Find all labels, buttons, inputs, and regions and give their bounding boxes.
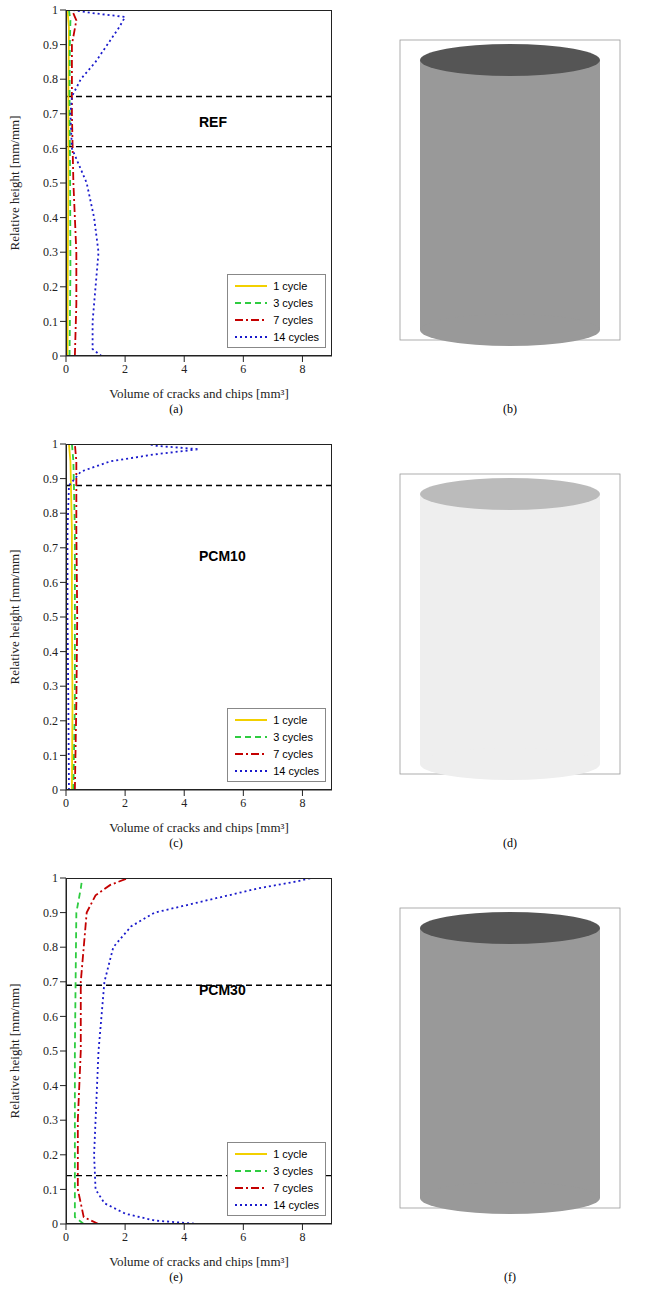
html-text:14 cycles: 14 cycles: [273, 1198, 319, 1211]
html-text:1 cycle: 1 cycle: [273, 279, 308, 292]
svg-text:0.9: 0.9: [43, 472, 58, 486]
svg-text:0.4: 0.4: [43, 211, 58, 225]
svg-text:Volume of cracks and chips [mm: Volume of cracks and chips [mm³]: [109, 820, 288, 834]
svg-text:Relative height [mm/mm]: Relative height [mm/mm]: [7, 549, 22, 684]
html-text:(e): (e): [169, 1270, 183, 1284]
svg-text:8: 8: [299, 796, 305, 810]
svg-text:4: 4: [181, 796, 187, 810]
html-text:PCM30: PCM30: [199, 981, 246, 998]
svg-text:0: 0: [52, 1217, 58, 1231]
svg-text:Volume of cracks and chips [mm: Volume of cracks and chips [mm³]: [109, 1254, 288, 1268]
svg-text:0.2: 0.2: [43, 280, 58, 294]
html-text:14 cycles: 14 cycles: [273, 764, 319, 777]
svg-text:1: 1: [52, 871, 58, 885]
svg-text:0.1: 0.1: [43, 315, 58, 329]
svg-text:6: 6: [240, 1230, 246, 1244]
svg-text:0.5: 0.5: [43, 610, 58, 624]
svg-text:Relative height [mm/mm]: Relative height [mm/mm]: [7, 115, 22, 250]
svg-text:0.6: 0.6: [43, 142, 58, 156]
svg-text:0: 0: [63, 796, 69, 810]
html-text:7 cycles: 7 cycles: [273, 1181, 313, 1194]
html-text:1 cycle: 1 cycle: [273, 713, 308, 726]
svg-text:0: 0: [63, 1230, 69, 1244]
svg-text:0.9: 0.9: [43, 38, 58, 52]
svg-text:Volume of cracks and chips [mm: Volume of cracks and chips [mm³]: [109, 386, 288, 400]
svg-text:0.3: 0.3: [43, 245, 58, 259]
svg-text:0.8: 0.8: [43, 72, 58, 86]
html-text:(c): (c): [169, 836, 183, 850]
svg-text:0.9: 0.9: [43, 906, 58, 920]
svg-text:0.3: 0.3: [43, 1113, 58, 1127]
svg-text:0.5: 0.5: [43, 1044, 58, 1058]
svg-text:8: 8: [299, 362, 305, 376]
svg-text:0.1: 0.1: [43, 749, 58, 763]
svg-text:Relative height [mm/mm]: Relative height [mm/mm]: [7, 983, 22, 1118]
svg-text:4: 4: [181, 362, 187, 376]
svg-text:0: 0: [63, 362, 69, 376]
svg-text:0.7: 0.7: [43, 541, 58, 555]
svg-text:2: 2: [122, 1230, 128, 1244]
svg-text:0.3: 0.3: [43, 679, 58, 693]
svg-text:0.2: 0.2: [43, 714, 58, 728]
svg-text:0.4: 0.4: [43, 645, 58, 659]
html-text:(f): (f): [504, 1270, 516, 1284]
html-text:7 cycles: 7 cycles: [273, 747, 313, 760]
svg-text:0.5: 0.5: [43, 176, 58, 190]
svg-text:0: 0: [52, 349, 58, 363]
svg-text:1: 1: [52, 437, 58, 451]
html-text:3 cycles: 3 cycles: [273, 730, 313, 743]
svg-text:0.6: 0.6: [43, 576, 58, 590]
svg-text:0.4: 0.4: [43, 1079, 58, 1093]
svg-text:4: 4: [181, 1230, 187, 1244]
svg-text:6: 6: [240, 362, 246, 376]
html-text:1 cycle: 1 cycle: [273, 1147, 308, 1160]
html-text:(d): (d): [503, 836, 517, 850]
svg-text:8: 8: [299, 1230, 305, 1244]
html-text:(b): (b): [503, 402, 517, 416]
svg-text:1: 1: [52, 3, 58, 17]
html-text:14 cycles: 14 cycles: [273, 330, 319, 343]
svg-text:2: 2: [122, 796, 128, 810]
svg-text:0: 0: [52, 783, 58, 797]
html-text:REF: REF: [199, 113, 227, 130]
svg-text:0.1: 0.1: [43, 1183, 58, 1197]
svg-text:0.8: 0.8: [43, 506, 58, 520]
svg-text:6: 6: [240, 796, 246, 810]
html-text:(a): (a): [169, 402, 183, 416]
svg-text:0.2: 0.2: [43, 1148, 58, 1162]
svg-text:2: 2: [122, 362, 128, 376]
html-text:3 cycles: 3 cycles: [273, 1164, 313, 1177]
svg-text:0.8: 0.8: [43, 940, 58, 954]
html-text:PCM10: PCM10: [199, 547, 246, 564]
html-text:3 cycles: 3 cycles: [273, 296, 313, 309]
svg-text:0.7: 0.7: [43, 975, 58, 989]
svg-text:0.7: 0.7: [43, 107, 58, 121]
html-text:7 cycles: 7 cycles: [273, 313, 313, 326]
svg-text:0.6: 0.6: [43, 1010, 58, 1024]
